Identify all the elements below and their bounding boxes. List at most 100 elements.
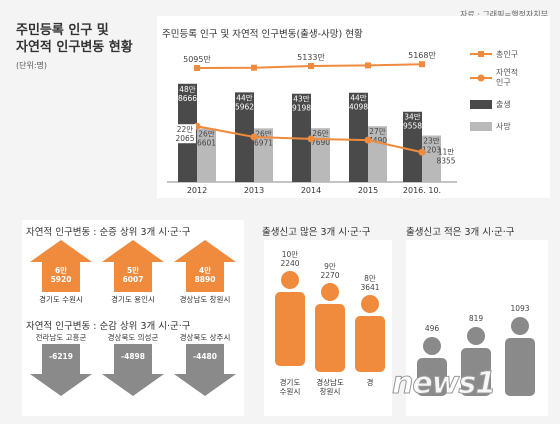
page-title: 주민등록 인구 및 자연적 인구변동 현황 xyxy=(16,22,156,56)
most-births-city: 경 xyxy=(348,378,392,387)
decrease-city: 경상북도 상주시 xyxy=(179,333,231,342)
increase-item: 6만 5920 경기도 수원시 xyxy=(30,240,92,306)
natural-change-point xyxy=(418,148,426,156)
most-births-value-line1: 9만 xyxy=(324,262,336,271)
natural-change-point xyxy=(364,136,372,144)
person-icon xyxy=(315,283,345,372)
increase-value: 6만 5920 xyxy=(30,266,92,284)
decrease-item: 전라남도 고흥군 -6219 xyxy=(30,332,92,404)
most-births-city-line2: 수원시 xyxy=(279,387,301,396)
death-bar-label: 27만 7490 xyxy=(368,127,387,145)
legend: 총인구 자연적 인구 출생 사망 xyxy=(470,46,548,134)
birth-bar xyxy=(349,92,368,182)
increase-item: 4만 8890 경상남도 창원시 xyxy=(174,240,236,306)
birth-bar xyxy=(403,111,422,182)
natural-change-label: 22만 2065 xyxy=(175,125,194,143)
total-population-point xyxy=(419,61,425,68)
legend-total-label: 총인구 xyxy=(496,49,519,59)
down-arrow-icon xyxy=(174,344,236,396)
most-births-item: 8만 3641 경 xyxy=(352,274,388,422)
increase-value-line2: 5920 xyxy=(50,275,72,284)
legend-total-swatch xyxy=(470,51,492,57)
increase-value: 4만 8890 xyxy=(174,266,236,284)
legend-death-label: 사망 xyxy=(496,121,511,131)
decrease-item: 경상북도 의성군 -4898 xyxy=(102,332,164,404)
increase-city: 경기도 수원시 xyxy=(39,295,83,304)
legend-death-swatch xyxy=(470,121,492,131)
legend-birth-label: 출생 xyxy=(496,99,511,109)
decrease-value: -4480 xyxy=(193,352,217,361)
decrease-title: 자연적 인구변동 : 순감 상위 3개 시·군·구 xyxy=(26,321,191,332)
decrease-city: 전라남도 고흥군 xyxy=(35,333,87,342)
least-births-value: 496 xyxy=(424,324,440,333)
x-tick-label: 2016. 10. xyxy=(403,186,441,195)
x-tick-label: 2015 xyxy=(358,186,378,195)
up-arrow-icon xyxy=(30,240,92,292)
natural-label-bg xyxy=(174,124,196,144)
decrease-item: 경상북도 상주시 -4480 xyxy=(174,332,236,404)
most-births-value-line2: 2240 xyxy=(280,259,300,268)
up-arrow-icon xyxy=(174,240,236,292)
legend-birth-swatch xyxy=(470,99,492,109)
birth-bar-label: 43만 9198 xyxy=(292,95,311,113)
decrease-value: -6219 xyxy=(49,352,73,361)
total-population-label: 5168만 xyxy=(408,51,436,60)
total-population-point xyxy=(194,65,200,71)
person-icon xyxy=(505,317,535,396)
death-bar xyxy=(422,135,441,182)
most-births-city-line1: 경 xyxy=(366,378,374,387)
most-births-city-line2: 창원시 xyxy=(319,387,341,396)
person-icon xyxy=(461,327,491,396)
natural-change-point xyxy=(250,133,258,141)
legend-death: 사망 xyxy=(470,118,548,134)
natural-change-point xyxy=(307,135,315,143)
most-births-value-line2: 3641 xyxy=(360,283,380,292)
increase-value-line1: 4만 xyxy=(198,266,212,275)
most-births-title: 출생신고 많은 3개 시·군·구 xyxy=(262,227,371,238)
most-births-city: 경상남도 창원시 xyxy=(308,378,352,396)
death-bar xyxy=(311,128,330,182)
person-icon xyxy=(417,337,447,396)
least-births-value: 1093 xyxy=(510,304,530,313)
least-births-item: 496 xyxy=(414,324,450,404)
x-tick-label: 2012 xyxy=(187,186,207,195)
increase-city: 경기도 용인시 xyxy=(111,295,155,304)
decrease-city: 경상북도 의성군 xyxy=(107,333,159,342)
death-bar-label: 26만 7690 xyxy=(311,129,330,147)
death-bar xyxy=(197,128,216,182)
news1-watermark: news1 xyxy=(391,366,496,402)
total-population-label: 5133만 xyxy=(297,53,325,62)
title-line-2: 자연적 인구변동 현황 xyxy=(16,40,133,55)
most-births-value: 10만 2240 xyxy=(272,250,308,268)
increase-value-line2: 8890 xyxy=(194,275,216,284)
death-bar-label: 23만 1203 xyxy=(422,137,441,155)
person-icon xyxy=(275,271,305,366)
most-births-city-line1: 경상남도 xyxy=(316,378,344,387)
most-births-city-line1: 경기도 xyxy=(279,378,301,387)
legend-birth: 출생 xyxy=(470,96,548,112)
increase-item: 5만 6007 경기도 용인시 xyxy=(102,240,164,306)
birth-bar-label: 48만 8666 xyxy=(178,85,197,103)
most-births-item: 10만 2240 경기도 수원시 xyxy=(272,250,308,422)
most-births-item: 9만 2270 경상남도 창원시 xyxy=(312,262,348,422)
x-tick-label: 2013 xyxy=(244,186,264,195)
total-population-point xyxy=(365,62,371,69)
increase-value: 5만 6007 xyxy=(102,266,164,284)
legend-natural-swatch xyxy=(470,74,492,82)
unit-label: (단위:명) xyxy=(16,61,48,70)
natural-change-label: 11만 8355 xyxy=(436,147,455,165)
total-population-point xyxy=(251,64,257,71)
most-births-value: 9만 2270 xyxy=(312,262,348,280)
most-births-city: 경기도 수원시 xyxy=(268,378,312,396)
most-births-value: 8만 3641 xyxy=(352,274,388,292)
total-population-point xyxy=(308,63,314,70)
birth-bar-label: 44만 4098 xyxy=(349,94,368,112)
increase-value-line2: 6007 xyxy=(122,275,144,284)
most-births-value-line1: 10만 xyxy=(281,250,299,259)
birth-bar-label: 44만 5962 xyxy=(235,93,254,111)
birth-bar xyxy=(235,92,254,182)
most-births-value-line2: 2270 xyxy=(320,271,340,280)
legend-total: 총인구 xyxy=(470,46,548,62)
legend-natural: 자연적 인구 xyxy=(470,66,548,90)
death-bar xyxy=(368,126,387,182)
